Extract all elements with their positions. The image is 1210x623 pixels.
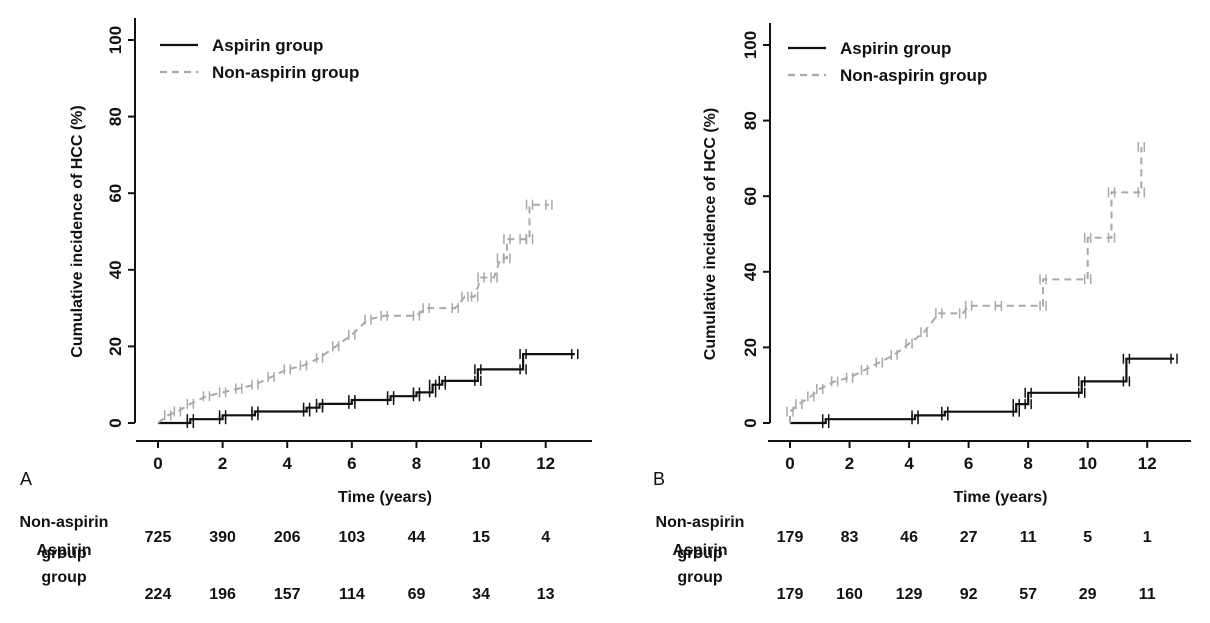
risk-number: 725 <box>145 529 172 546</box>
x-tick-label: 6 <box>964 454 973 473</box>
risk-row-label: Non-aspirin <box>656 514 745 531</box>
risk-number: 83 <box>841 529 859 546</box>
non-aspirin-curve <box>157 203 549 424</box>
x-tick-label: 10 <box>1078 454 1097 473</box>
risk-row-label: group <box>41 545 87 562</box>
risk-number: 206 <box>274 529 301 546</box>
aspirin-curve <box>790 357 1174 425</box>
x-tick-label: 4 <box>282 454 292 473</box>
x-tick-label: 0 <box>785 454 794 473</box>
risk-number: 196 <box>209 586 236 603</box>
x-axis-title: Time (years) <box>954 489 1048 506</box>
legend-label-non-aspirin: Non-aspirin group <box>840 66 987 85</box>
risk-number: 160 <box>836 586 863 603</box>
y-tick-label: 20 <box>106 337 125 356</box>
risk-number: 69 <box>408 586 426 603</box>
risk-number: 92 <box>960 586 978 603</box>
y-axis-title: Cumulative incidence of HCC (%) <box>69 105 86 357</box>
x-tick-label: 8 <box>412 454 421 473</box>
y-tick-label: 40 <box>106 260 125 279</box>
chart-panel-b: 0 20 40 60 80 100 0 2 4 6 8 10 12 Cumulative incidenc… <box>605 0 1210 623</box>
risk-row-label: Aspirin <box>672 542 727 559</box>
x-tick-label: 8 <box>1023 454 1032 473</box>
risk-number: 1 <box>1143 529 1152 546</box>
y-tick-label: 20 <box>741 338 760 357</box>
legend-label-aspirin: Aspirin group <box>212 36 323 55</box>
non-aspirin-curve <box>789 147 1143 423</box>
y-axis-title: Cumulative incidence of HCC (%) <box>702 108 719 360</box>
x-tick-label: 6 <box>347 454 356 473</box>
risk-number: 15 <box>472 529 490 546</box>
aspirin-curve <box>158 353 575 425</box>
risk-number: 27 <box>960 529 978 546</box>
risk-number: 44 <box>408 529 426 546</box>
risk-number: 157 <box>274 586 301 603</box>
x-tick-label: 2 <box>218 454 227 473</box>
risk-number: 390 <box>209 529 236 546</box>
legend-label-aspirin: Aspirin group <box>840 39 951 58</box>
x-tick-label: 0 <box>153 454 162 473</box>
risk-row-label: Aspirin <box>36 542 91 559</box>
risk-number: 179 <box>777 529 804 546</box>
y-tick-label: 60 <box>106 184 125 203</box>
x-axis-title: Time (years) <box>338 489 432 506</box>
risk-number: 29 <box>1079 586 1097 603</box>
y-tick-label: 40 <box>741 262 760 281</box>
x-tick-label: 12 <box>1138 454 1157 473</box>
chart-a-svg: 0 20 40 60 80 100 0 2 4 6 8 10 12 Cumulative incidenc… <box>20 18 592 603</box>
risk-number: 46 <box>900 529 918 546</box>
risk-number: 11 <box>1139 586 1156 603</box>
chart-panel-a: 0 20 40 60 80 100 0 2 4 6 8 10 12 Cumulative incidenc… <box>20 18 592 603</box>
legend-label-non-aspirin: Non-aspirin group <box>212 63 359 82</box>
y-tick-label: 80 <box>106 107 125 126</box>
panel-letter: A <box>20 469 32 489</box>
panel-letter: B <box>653 469 665 489</box>
risk-number: 179 <box>777 586 804 603</box>
y-tick-label: 60 <box>741 187 760 206</box>
risk-number: 57 <box>1019 586 1037 603</box>
risk-number: 103 <box>338 529 365 546</box>
risk-number: 5 <box>1083 529 1092 546</box>
risk-row-label: group <box>677 545 723 562</box>
risk-number: 129 <box>896 586 923 603</box>
risk-number: 34 <box>472 586 490 603</box>
risk-row-label: group <box>41 569 87 586</box>
risk-number: 114 <box>339 586 365 603</box>
x-tick-label: 12 <box>536 454 555 473</box>
y-tick-label: 100 <box>741 31 760 59</box>
y-tick-label: 0 <box>106 418 125 427</box>
risk-number: 4 <box>541 529 550 546</box>
y-tick-label: 0 <box>741 418 760 427</box>
y-tick-label: 100 <box>106 26 125 54</box>
y-tick-label: 80 <box>741 111 760 130</box>
risk-number: 11 <box>1020 529 1037 546</box>
risk-number: 13 <box>537 586 555 603</box>
risk-number: 224 <box>145 586 172 603</box>
x-tick-label: 10 <box>472 454 491 473</box>
risk-row-label: Non-aspirin <box>20 514 109 531</box>
x-tick-label: 4 <box>904 454 914 473</box>
x-tick-label: 2 <box>845 454 854 473</box>
risk-row-label: group <box>677 569 723 586</box>
